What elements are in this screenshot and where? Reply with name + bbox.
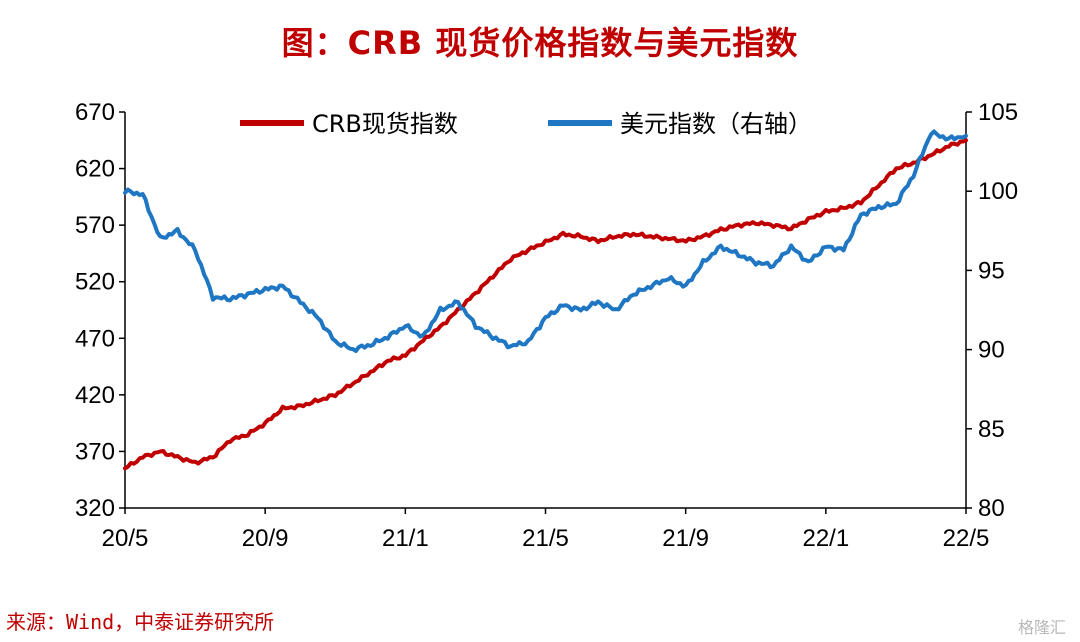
x-tick-label: 21/5 xyxy=(522,525,569,552)
series-layer xyxy=(123,129,968,471)
x-tick-label: 22/1 xyxy=(802,525,849,552)
x-tick-label: 20/5 xyxy=(102,525,149,552)
right-tick-label: 80 xyxy=(978,495,1005,522)
watermark: 格隆汇 xyxy=(1017,618,1066,637)
series-line xyxy=(123,138,968,471)
right-tick-label: 95 xyxy=(978,257,1005,284)
axes: 320 370 420 470 520 570 620 670 80 85 90 95 100 105 20… xyxy=(75,99,1018,552)
left-tick-label: 420 xyxy=(75,382,115,409)
x-tick-label: 21/1 xyxy=(382,525,429,552)
source-note: 来源：Wind，中泰证券研究所 xyxy=(6,610,275,634)
series-line xyxy=(123,129,968,353)
right-tick-label: 85 xyxy=(978,416,1005,443)
legend-label: 美元指数（右轴） xyxy=(620,110,812,138)
right-tick-label: 105 xyxy=(978,99,1018,126)
left-tick-label: 370 xyxy=(75,438,115,465)
left-tick-label: 470 xyxy=(75,325,115,352)
right-tick-label: 100 xyxy=(978,178,1018,205)
left-tick-label: 570 xyxy=(75,212,115,239)
legend-label: CRB现货指数 xyxy=(312,110,458,138)
right-tick-label: 90 xyxy=(978,337,1005,364)
x-tick-label: 21/9 xyxy=(662,525,709,552)
left-tick-label: 520 xyxy=(75,269,115,296)
x-tick-label: 20/9 xyxy=(242,525,289,552)
left-tick-label: 320 xyxy=(75,495,115,522)
left-tick-label: 670 xyxy=(75,99,115,126)
legend: CRB现货指数 美元指数（右轴） xyxy=(240,110,812,138)
left-tick-label: 620 xyxy=(75,156,115,183)
chart-title: 图：CRB 现货价格指数与美元指数 xyxy=(281,24,799,62)
x-tick-label: 22/5 xyxy=(943,525,990,552)
